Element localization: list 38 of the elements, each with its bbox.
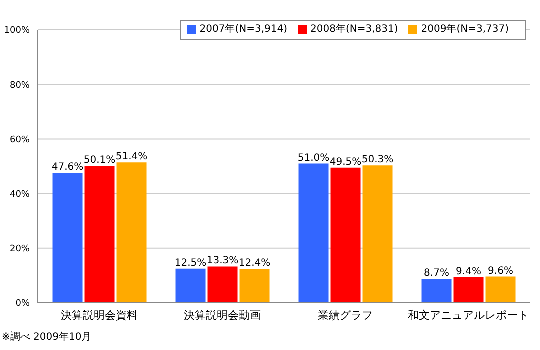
- bar: [422, 279, 452, 303]
- y-tick-label: 0%: [16, 299, 30, 310]
- bar: [240, 269, 270, 303]
- bar: [52, 173, 83, 303]
- y-tick-label: 100%: [4, 26, 30, 36]
- legend-label: 2007年(N=3,914): [200, 24, 288, 35]
- x-tick-label: 和文アニュアルレポート: [408, 308, 529, 322]
- legend-label: 2009年(N=3,737): [421, 24, 509, 35]
- data-label: 12.4%: [238, 258, 271, 270]
- data-label: 9.4%: [456, 266, 482, 278]
- bar: [84, 166, 115, 303]
- y-tick-label: 80%: [10, 80, 30, 91]
- y-tick-label: 20%: [10, 244, 30, 255]
- bar: [116, 162, 147, 303]
- bar: [176, 268, 206, 303]
- data-label: 47.6%: [52, 162, 84, 174]
- text: ※調べ 2009年10月: [2, 330, 92, 344]
- data-label: 51.0%: [298, 152, 330, 164]
- data-label: 50.3%: [362, 154, 394, 166]
- data-label: 13.3%: [206, 256, 239, 267]
- x-tick-label: 決算説明会資料: [61, 308, 138, 322]
- data-label: 12.5%: [174, 258, 207, 269]
- data-label: 51.4%: [116, 152, 148, 163]
- data-label: 8.7%: [424, 268, 450, 280]
- x-tick-label: 決算説明会動画: [184, 308, 261, 322]
- data-label: 49.5%: [330, 156, 362, 168]
- y-tick-label: 60%: [10, 135, 30, 146]
- bar: [362, 166, 393, 303]
- bar: [298, 164, 329, 303]
- legend-label: 2008年(N=3,831): [310, 24, 398, 35]
- x-tick-label: 業績グラフ: [318, 308, 373, 322]
- bar: [486, 276, 516, 303]
- bar: [330, 168, 361, 303]
- data-label: 9.6%: [488, 266, 514, 277]
- bar: [454, 277, 484, 303]
- y-tick-label: 40%: [10, 190, 30, 200]
- bar: [208, 266, 238, 303]
- data-label: 50.1%: [84, 155, 116, 166]
